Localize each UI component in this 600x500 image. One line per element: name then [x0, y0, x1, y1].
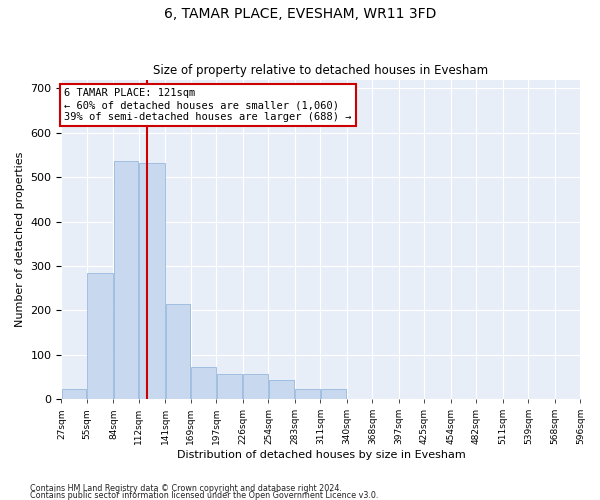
Bar — [321, 390, 346, 399]
Text: 6 TAMAR PLACE: 121sqm
← 60% of detached houses are smaller (1,060)
39% of semi-d: 6 TAMAR PLACE: 121sqm ← 60% of detached … — [64, 88, 352, 122]
X-axis label: Distribution of detached houses by size in Evesham: Distribution of detached houses by size … — [176, 450, 466, 460]
Y-axis label: Number of detached properties: Number of detached properties — [15, 152, 25, 327]
Text: Contains HM Land Registry data © Crown copyright and database right 2024.: Contains HM Land Registry data © Crown c… — [30, 484, 342, 493]
Text: 6, TAMAR PLACE, EVESHAM, WR11 3FD: 6, TAMAR PLACE, EVESHAM, WR11 3FD — [164, 8, 436, 22]
Bar — [139, 163, 165, 399]
Bar — [166, 304, 190, 399]
Bar — [62, 390, 86, 399]
Bar — [295, 390, 320, 399]
Title: Size of property relative to detached houses in Evesham: Size of property relative to detached ho… — [154, 64, 488, 77]
Bar — [191, 366, 216, 399]
Bar — [269, 380, 295, 399]
Bar — [217, 374, 242, 399]
Bar — [114, 161, 139, 399]
Text: Contains public sector information licensed under the Open Government Licence v3: Contains public sector information licen… — [30, 491, 379, 500]
Bar — [88, 274, 113, 399]
Bar — [244, 374, 268, 399]
